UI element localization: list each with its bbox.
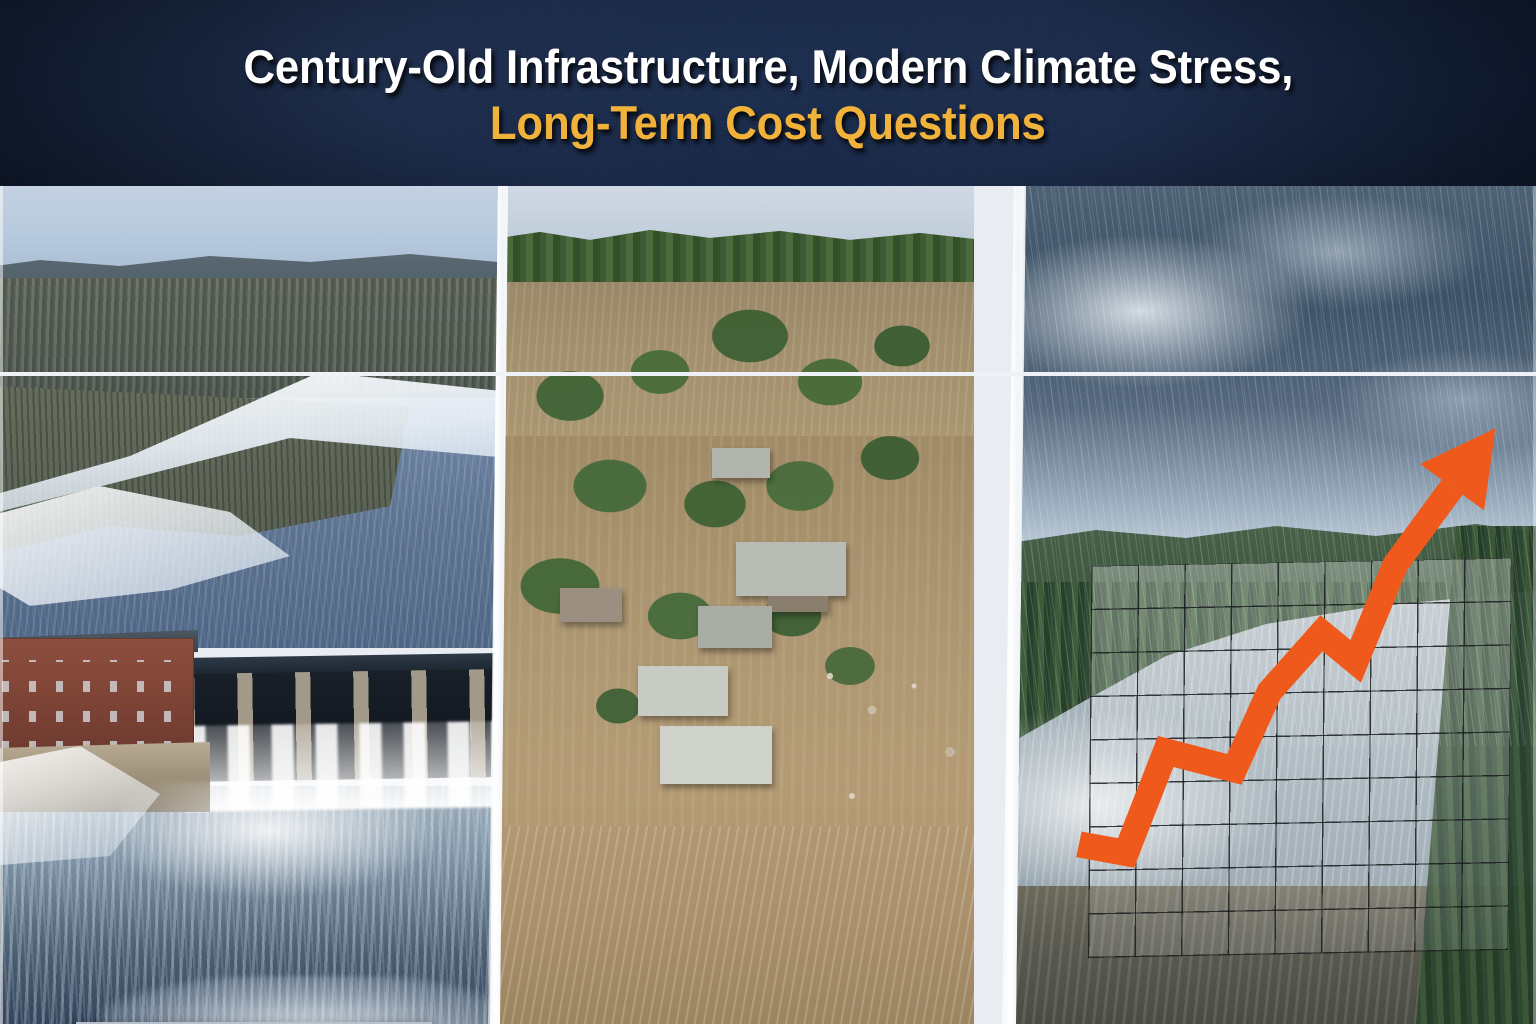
spill-foam xyxy=(120,782,450,902)
headline-secondary: Long-Term Cost Questions xyxy=(490,95,1046,149)
storm-photo xyxy=(1016,186,1536,1024)
cost-trend-chart xyxy=(1076,428,1512,959)
panel-strip: Built 1906-1914 100+ Years Old 2020 Dam … xyxy=(0,186,1536,1024)
strip-top-edge xyxy=(0,372,1536,376)
panel-dam: Built 1906-1914 100+ Years Old xyxy=(0,186,498,1024)
powerhouse-windows xyxy=(2,660,188,752)
strip-right-edge xyxy=(1533,186,1536,1024)
ice-floe xyxy=(100,976,498,1024)
caption-dam: Built 1906-1914 100+ Years Old xyxy=(76,1022,432,1024)
strip-left-edge xyxy=(0,186,3,1024)
flood-photo xyxy=(500,186,974,1024)
panel-contract: 30-Year Power Contract Above Market Pric… xyxy=(1016,186,1536,1024)
dam-photo xyxy=(0,186,498,1024)
header-texture xyxy=(0,0,1536,186)
headline-primary: Century-Old Infrastructure, Modern Clima… xyxy=(243,39,1293,93)
chart-trend-arrow-svg xyxy=(1076,428,1496,868)
panel-flood: 2020 Dam Failure $200M+ in Damage xyxy=(500,186,974,1024)
silt-flow xyxy=(500,826,974,1024)
header-banner: Century-Old Infrastructure, Modern Clima… xyxy=(0,0,1536,186)
header-vignette xyxy=(0,0,1536,186)
